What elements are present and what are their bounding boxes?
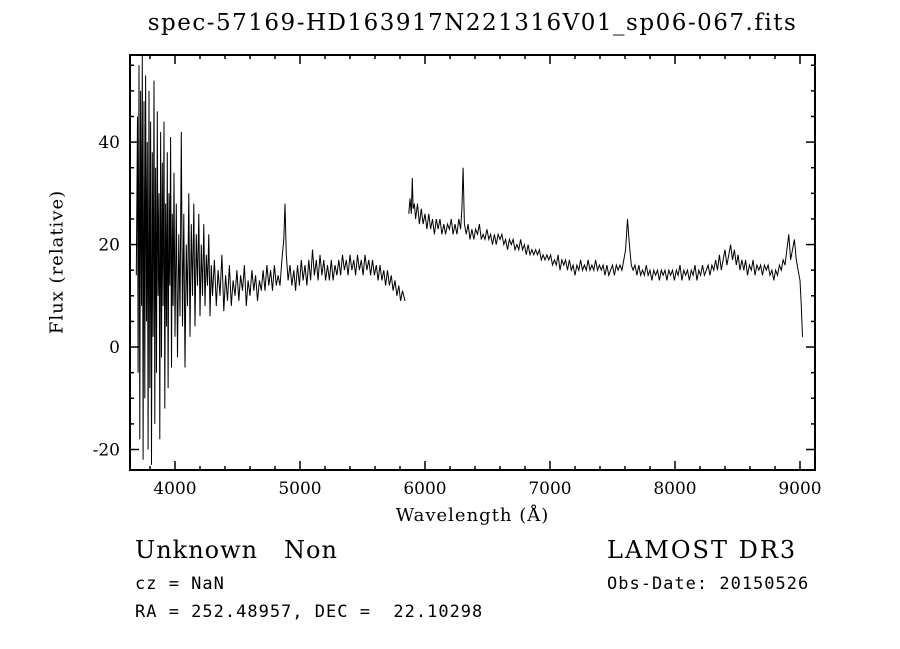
x-tick-label: 9000 [778, 479, 821, 499]
x-tick-label: 8000 [653, 479, 696, 499]
y-tick-label: -20 [93, 441, 120, 461]
plot-title: spec-57169-HD163917N221316V01_sp06-067.f… [147, 10, 798, 36]
x-tick-label: 7000 [528, 479, 571, 499]
y-tick-label: 20 [98, 236, 120, 256]
object-class-label: Unknown Non [135, 536, 338, 564]
cz-value: cz = NaN [135, 574, 225, 594]
obs-date-value: Obs-Date: 20150526 [607, 574, 810, 594]
x-tick-label: 6000 [403, 479, 446, 499]
spectrum-line-blue-arm [135, 55, 406, 465]
spectrum-line-red-arm [408, 167, 803, 337]
ra-dec-value: RA = 252.48957, DEC = 22.10298 [135, 602, 484, 622]
x-tick-label: 4000 [153, 479, 196, 499]
x-axis-label: Wavelength (Å) [395, 505, 550, 526]
y-tick-label: 0 [109, 338, 120, 358]
survey-label: LAMOST DR3 [607, 536, 798, 564]
plot-frame [129, 54, 816, 471]
x-tick-label: 5000 [278, 479, 321, 499]
y-tick-label: 40 [98, 133, 120, 153]
y-axis-label: Flux (relative) [46, 189, 68, 335]
